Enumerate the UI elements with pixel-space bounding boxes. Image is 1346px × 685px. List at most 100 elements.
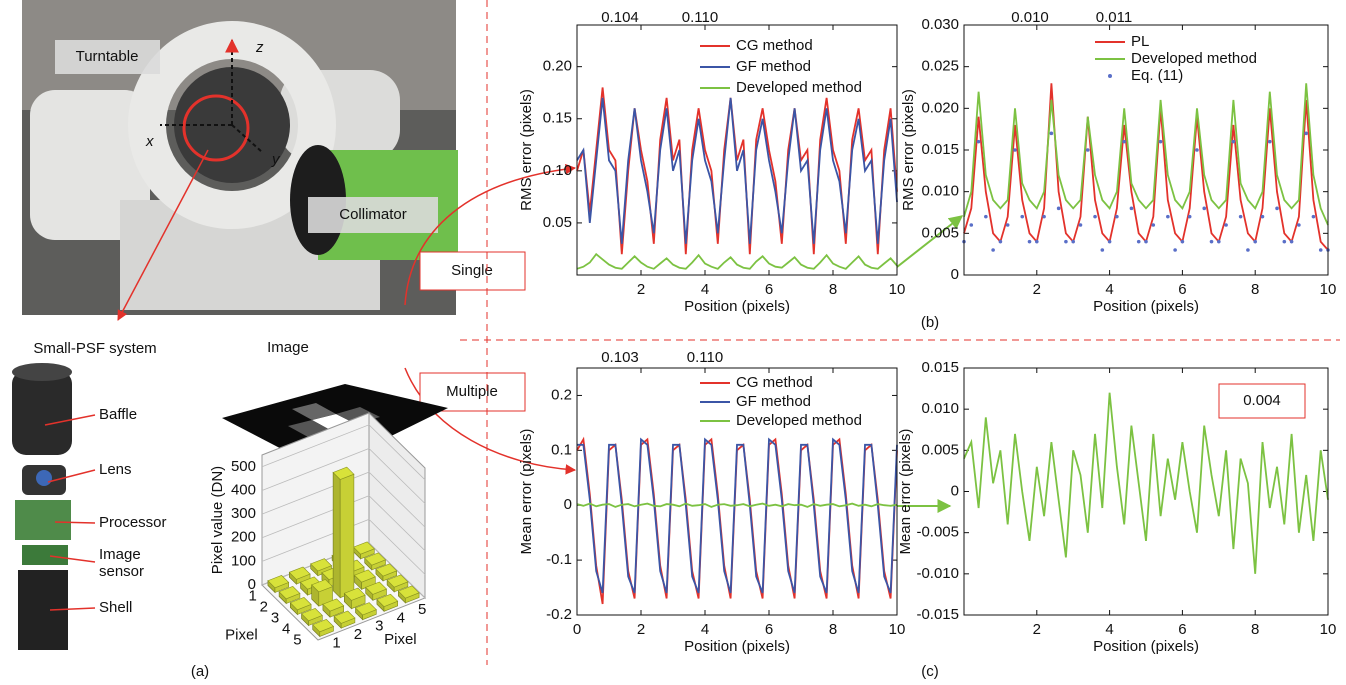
y-tick-label: 0.030 <box>921 16 959 33</box>
panel-label: (a) <box>191 663 209 680</box>
data-point <box>1318 248 1323 252</box>
connector <box>896 215 964 268</box>
bar-top <box>397 585 420 599</box>
data-point <box>1202 206 1207 211</box>
data-point <box>1180 239 1185 244</box>
annotation: 0.104 <box>601 9 639 26</box>
legend-label: GF method <box>736 58 811 75</box>
y-tick-label: 0.005 <box>921 224 959 241</box>
legend-label: PL <box>1131 33 1149 50</box>
y-tick-label: 0.015 <box>921 359 959 376</box>
data-point <box>1071 239 1075 244</box>
grid-line <box>261 495 426 551</box>
bar-top <box>289 597 312 611</box>
pointer <box>49 607 96 611</box>
data-point <box>1136 239 1141 244</box>
legend-label: GF method <box>736 393 811 410</box>
bar-top <box>267 575 290 589</box>
data-point <box>1224 223 1228 227</box>
y-tick-label: 0.2 <box>551 386 572 403</box>
data-line <box>576 97 898 244</box>
annotation: 0.004 <box>1243 392 1281 409</box>
legend-label: CG method <box>736 37 813 54</box>
x-tick-label: 10 <box>1320 281 1337 298</box>
legend-label: CG method <box>736 374 813 391</box>
axis-name: y <box>271 151 281 168</box>
data-point <box>969 223 974 227</box>
x-tick-label: 5 <box>293 631 301 648</box>
part-label: Processor <box>99 514 167 531</box>
x-tick-label: 4 <box>1105 621 1113 638</box>
bar-top <box>310 558 333 572</box>
baffle <box>12 370 72 455</box>
z-tick-label: 400 <box>231 481 256 498</box>
data-point <box>1027 239 1032 244</box>
z-axis-label: Pixel value (DN) <box>209 466 226 574</box>
legend-swatch <box>1108 74 1112 78</box>
y-tick-label: -0.010 <box>916 565 959 582</box>
data-point <box>1013 148 1017 152</box>
data-point <box>1122 139 1126 144</box>
panel-label: (c) <box>921 663 939 680</box>
x-tick-label: 6 <box>1178 621 1186 638</box>
part-label: Baffle <box>99 406 137 423</box>
data-line <box>576 252 898 270</box>
connector <box>404 163 577 306</box>
axis-name: z <box>255 39 264 56</box>
x-tick-label: 8 <box>1251 621 1259 638</box>
y-tick-label: 5 <box>418 601 426 618</box>
bar-top <box>333 610 356 624</box>
data-point <box>1275 206 1279 211</box>
x-tick-label: 10 <box>889 281 906 298</box>
data-point <box>1020 214 1025 219</box>
x-tick-label: 2 <box>637 621 645 638</box>
data-point <box>1260 214 1265 219</box>
z-tick-label: 100 <box>231 552 256 569</box>
label: Collimator <box>339 206 407 223</box>
lens-glass <box>36 470 52 486</box>
data-line <box>963 83 1329 226</box>
x-axis-label: Position (pixels) <box>1093 298 1199 315</box>
data-point <box>1195 148 1199 152</box>
y-tick-label: 0.010 <box>921 183 959 200</box>
data-point <box>1187 214 1192 219</box>
y-tick-label: 2 <box>354 626 362 643</box>
data-point <box>1166 214 1170 219</box>
legend-label: Developed method <box>736 79 862 96</box>
pointer <box>54 521 96 524</box>
data-point <box>1115 214 1119 219</box>
grid-line <box>261 518 426 575</box>
y-tick-label: 0.020 <box>921 99 959 116</box>
data-point <box>1005 223 1010 227</box>
legend-label: Eq. (11) <box>1131 67 1183 84</box>
x-tick-label: 4 <box>1105 281 1113 298</box>
data-point <box>1246 248 1250 252</box>
label: Multiple <box>446 383 498 400</box>
data-point <box>1035 239 1039 244</box>
camera-highlight <box>182 94 250 162</box>
x-tick-label: 10 <box>889 621 906 638</box>
bar-top <box>375 563 398 577</box>
bar-side <box>332 471 341 599</box>
y-tick-label: 0 <box>951 482 959 499</box>
label-box <box>308 197 438 233</box>
x-tick-label: 2 <box>260 598 268 615</box>
x-tick-label: 6 <box>765 281 773 298</box>
grid-line <box>261 424 426 481</box>
data-point <box>1158 139 1163 144</box>
data-point <box>998 239 1003 244</box>
x-tick-label: 4 <box>701 621 709 638</box>
bar-top <box>322 598 345 612</box>
grid-line <box>261 448 426 504</box>
x-tick-label: 2 <box>1033 281 1041 298</box>
bar-top <box>288 566 311 580</box>
label-box <box>55 40 160 74</box>
x-tick-label: 6 <box>1178 281 1186 298</box>
x-tick-label: 0 <box>573 621 581 638</box>
data-point <box>1267 139 1272 144</box>
data-point <box>1042 214 1046 219</box>
data-point <box>1173 248 1177 252</box>
data-point <box>1238 214 1243 219</box>
x-tick-label: 2 <box>637 281 645 298</box>
plot-frame <box>963 367 1329 616</box>
